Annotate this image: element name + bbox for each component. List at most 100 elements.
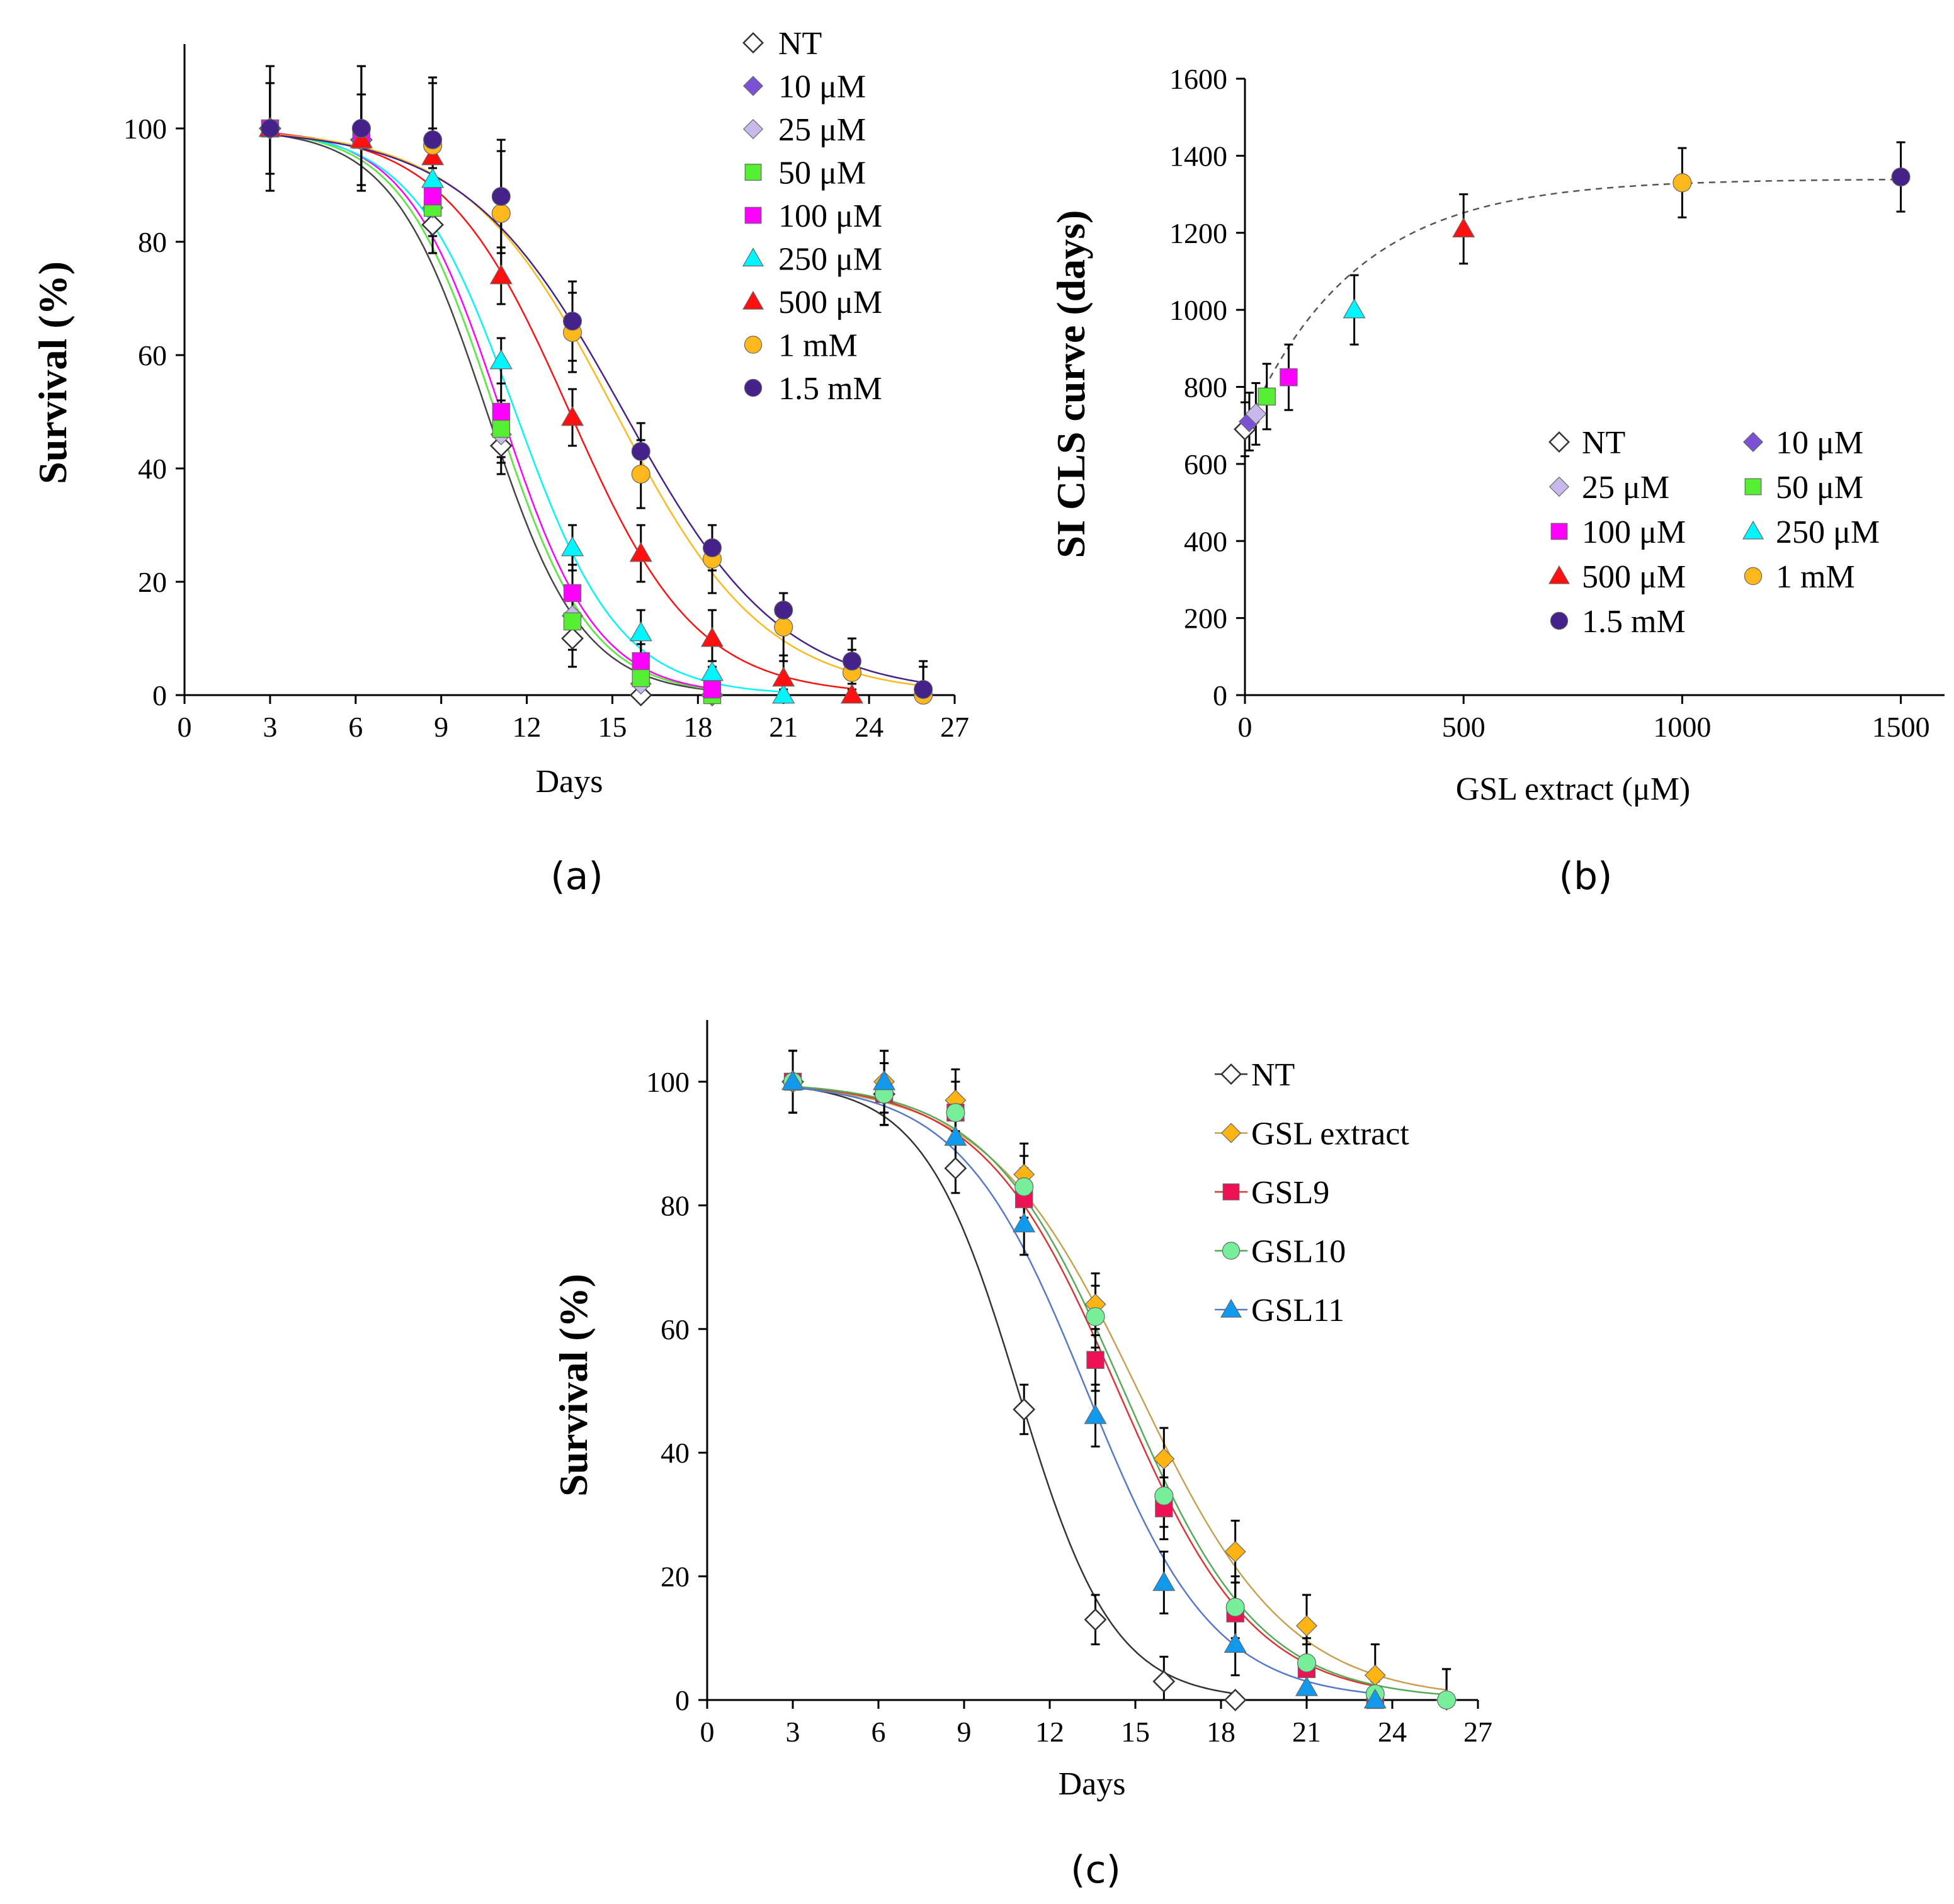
a-x-tick-label: 21 (769, 711, 798, 743)
a-point-50-um (492, 419, 510, 438)
a-point-50-um (563, 612, 582, 631)
b-point-1-5-mm (1891, 167, 1911, 187)
a-curve-25-um (270, 132, 713, 690)
a-x-tick-label: 3 (263, 711, 277, 743)
b-legend-label-10-um: 10 μM (1776, 425, 1863, 461)
a-legend-marker-250-um (742, 247, 764, 267)
chart-c: 0 3 6 9 12 15 18 21 24 27 0 20 40 60 80 100 Days Surviv… (551, 1020, 1492, 1892)
a-curve-50-um (270, 132, 713, 690)
c-point-gsl9 (1086, 1351, 1105, 1369)
b-legend-marker-10-um (1742, 431, 1764, 453)
a-legend-marker-1-5-mm (744, 378, 763, 397)
c-legend-label-gsl10: GSL10 (1251, 1234, 1346, 1270)
b-legend-label-250-um: 250 μM (1776, 514, 1880, 550)
a-legend-label-1-5-mm: 1.5 mM (778, 371, 882, 407)
c-point-gsl11 (1363, 1688, 1387, 1709)
a-legend-label-10-um: 10 μM (778, 69, 866, 105)
a-legend-label-nt: NT (778, 26, 822, 62)
c-point-gsl10 (946, 1103, 965, 1123)
b-y-tick-label: 1000 (1169, 294, 1227, 326)
c-x-tick-label: 0 (700, 1716, 715, 1748)
c-legend-marker-nt (1220, 1063, 1242, 1085)
b-point-1-mm (1673, 173, 1692, 193)
a-x-tick-label: 18 (683, 711, 712, 743)
panel-label-c: (c) (1071, 1848, 1121, 1892)
a-point-250-um (772, 683, 795, 704)
a-point-500-um (421, 145, 445, 166)
c-legend-marker-gsl9 (1222, 1183, 1240, 1201)
a-point-250-um (421, 167, 445, 188)
b-y-tick-label: 1400 (1169, 140, 1227, 172)
c-point-gsl11 (1295, 1676, 1319, 1696)
c-point-gsl-extract (1153, 1448, 1175, 1470)
chart-a-x-label: Days (536, 764, 603, 800)
b-fit-curve (1244, 178, 1901, 430)
c-point-nt (1084, 1608, 1107, 1631)
a-y-tick-label: 100 (123, 113, 167, 145)
b-legend-marker-25-um (1548, 476, 1570, 497)
c-curve-gsl-extract (792, 1087, 1447, 1691)
a-point-1-5-mm (914, 679, 933, 700)
a-curve-1-5-mm (270, 133, 924, 684)
c-legend-marker-gsl11 (1220, 1298, 1242, 1318)
a-curve-1-mm (270, 133, 924, 687)
a-point-1-mm (491, 203, 511, 224)
c-x-tick-label: 21 (1292, 1716, 1321, 1748)
b-legend-marker-50-um (1744, 478, 1762, 496)
a-point-500-um (700, 626, 724, 647)
a-point-500-um (772, 666, 795, 687)
c-curve-gsl11 (792, 1087, 1375, 1694)
b-point-50-um (1258, 387, 1276, 405)
a-legend-marker-10-um (742, 76, 764, 96)
a-point-250-um (489, 349, 513, 370)
a-x-tick-label: 9 (434, 711, 448, 743)
a-y-tick-label: 80 (138, 226, 167, 258)
a-point-500-um (349, 128, 373, 149)
a-point-1-5-mm (351, 118, 371, 139)
a-point-1-5-mm (260, 118, 280, 139)
c-point-gsl11 (781, 1070, 805, 1091)
c-point-gsl-extract (1224, 1541, 1246, 1563)
c-point-gsl11 (1224, 1633, 1247, 1653)
c-curve-nt (792, 1086, 1235, 1695)
c-legend-marker-gsl-extract (1220, 1123, 1242, 1143)
b-point-250-um (1343, 298, 1366, 319)
a-legend-marker-100-um (744, 207, 762, 224)
c-x-tick-label: 3 (786, 1716, 800, 1748)
a-point-1-mm (631, 464, 650, 484)
b-legend-marker-nt (1548, 431, 1570, 453)
c-point-nt (944, 1157, 967, 1180)
a-legend-marker-1-mm (744, 336, 763, 354)
a-point-100-um (563, 584, 582, 603)
a-point-250-um (560, 536, 584, 557)
b-y-tick-label: 600 (1184, 448, 1227, 480)
c-point-gsl-extract (1296, 1615, 1317, 1637)
b-y-tick-label: 1600 (1169, 63, 1227, 95)
c-legend-label-gsl11: GSL11 (1251, 1293, 1344, 1329)
b-legend-label-1-5-mm: 1.5 mM (1582, 604, 1686, 640)
c-point-gsl11 (944, 1126, 967, 1146)
b-point-25-um (1245, 403, 1267, 425)
b-point-100-um (1280, 368, 1298, 387)
c-y-tick-label: 20 (661, 1561, 690, 1593)
a-point-100-um (492, 402, 510, 421)
a-point-100-um (423, 187, 442, 206)
a-point-100-um (632, 652, 650, 671)
c-point-gsl10 (1086, 1307, 1105, 1327)
c-x-tick-label: 15 (1121, 1716, 1150, 1748)
c-point-nt (1013, 1398, 1036, 1421)
a-point-500-um (629, 541, 652, 562)
b-legend-label-1-mm: 1 mM (1776, 559, 1855, 595)
a-legend-label-500-um: 500 μM (778, 285, 882, 320)
b-x-tick-label: 1500 (1872, 711, 1930, 743)
c-legend-label-gsl9: GSL9 (1251, 1175, 1329, 1211)
a-legend-marker-25-um (742, 118, 764, 140)
c-y-tick-label: 80 (661, 1189, 690, 1221)
c-point-gsl-extract (1364, 1664, 1386, 1686)
a-y-tick-label: 20 (138, 566, 167, 598)
a-point-1-5-mm (423, 130, 443, 150)
a-point-50-um (632, 669, 650, 688)
c-point-gsl10 (1014, 1177, 1034, 1196)
b-y-tick-label: 400 (1184, 525, 1227, 557)
